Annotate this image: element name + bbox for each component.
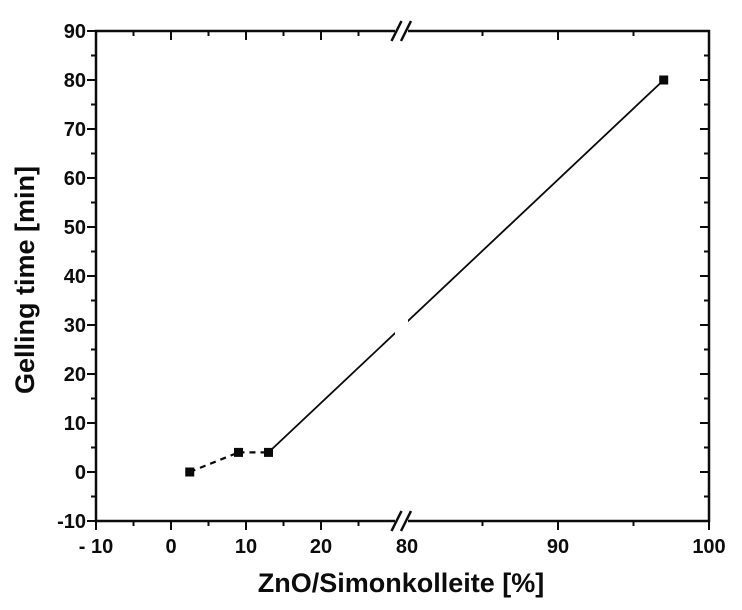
axis-break-band [395,18,408,534]
x-tick-label: 10 [235,536,257,558]
y-tick-label: 0 [75,462,86,484]
axis-break-slash [390,20,403,42]
y-tick-label: 90 [64,21,86,43]
y-tick-label: 20 [64,364,86,386]
y-tick-label: 10 [64,413,86,435]
series-line-segment [189,451,239,474]
x-tick-label: 100 [692,536,725,558]
x-tick-label: 20 [310,536,332,558]
x-tick-label: 80 [396,536,418,558]
x-axis-title: ZnO/Simonkolleite [%] [258,568,545,598]
y-axis-title: Gelling time [min] [10,166,40,394]
y-tick-label: 40 [64,266,86,288]
data-point-marker [234,447,243,457]
axis-break-slash [399,20,413,42]
series-line-segment [267,79,665,454]
y-tick-label: -10 [57,511,86,533]
y-tick-label: 50 [64,217,86,239]
x-tick-label: 0 [165,536,176,558]
axis-break-slash [390,510,403,532]
y-tick-label: 80 [64,70,86,92]
y-tick-label: 70 [64,119,86,141]
x-tick-label: - 10 [79,536,113,558]
y-tick-label: 30 [64,315,86,337]
axis-break-slash [399,510,413,532]
data-point-marker [264,447,273,457]
y-tick-label: 60 [64,168,86,190]
x-tick-label: 90 [547,536,569,558]
data-point-marker [659,75,669,85]
data-point-marker [185,467,195,477]
